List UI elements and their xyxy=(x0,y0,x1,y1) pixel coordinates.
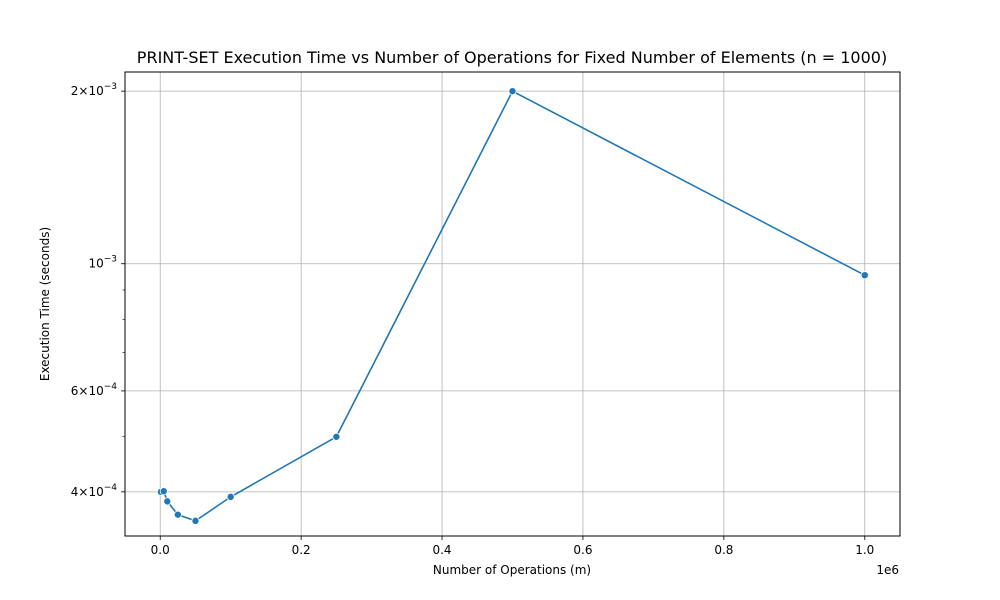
data-point xyxy=(173,510,182,519)
data-point xyxy=(163,497,172,506)
x-tick-label: 1.0 xyxy=(855,543,874,557)
x-tick-label: 0.2 xyxy=(292,543,311,557)
x-axis-offset-label: 1e6 xyxy=(876,563,899,577)
data-point xyxy=(332,432,341,441)
data-point xyxy=(159,487,168,496)
y-axis-label: Execution Time (seconds) xyxy=(38,227,52,381)
data-point xyxy=(860,271,869,280)
data-series xyxy=(156,87,869,525)
x-tick-label: 0.0 xyxy=(151,543,170,557)
axes-frame xyxy=(124,71,901,537)
data-point xyxy=(508,87,517,96)
grid-lines xyxy=(125,72,900,536)
axis-ticks: 0.0 0.2 0.4 0.6 0.8 1.04×10−46×10−410−32×10−3 xyxy=(71,82,875,557)
x-tick-label: 0.8 xyxy=(714,543,733,557)
x-tick-label: 0.4 xyxy=(432,543,451,557)
data-point xyxy=(226,492,235,501)
data-point xyxy=(191,516,200,525)
x-axis-label: Number of Operations (m) xyxy=(433,563,591,577)
x-tick-label: 0.6 xyxy=(573,543,592,557)
chart-title: PRINT-SET Execution Time vs Number of Op… xyxy=(137,48,887,67)
